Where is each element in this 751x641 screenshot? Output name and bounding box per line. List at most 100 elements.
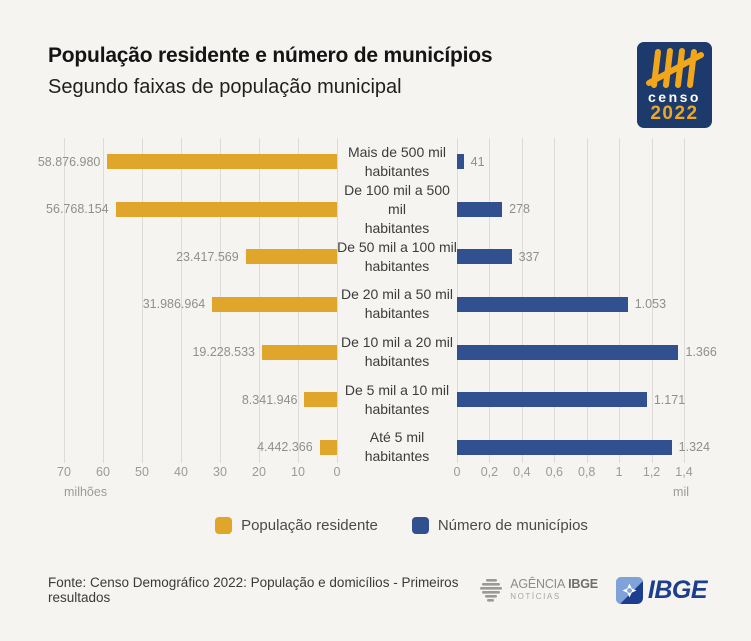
axis-tick: 0,2	[480, 465, 499, 479]
legend: População residente Número de municípios	[0, 517, 751, 534]
municipalities-bar	[457, 249, 512, 265]
value-label: 8.341.946	[241, 392, 298, 407]
bar-row: 337	[457, 233, 684, 281]
value-label: 278	[509, 202, 530, 217]
gridline	[64, 138, 65, 463]
axis-tick: 0,6	[545, 465, 563, 479]
category-label-line: De 20 mil a 50 mil	[340, 286, 454, 303]
gridline	[651, 138, 653, 463]
population-bar	[115, 201, 337, 217]
bar-row: 1.366	[457, 328, 717, 376]
axis-tick: 40	[174, 465, 188, 479]
population-bar	[245, 249, 337, 265]
category-label: Até 5 mil habitantes	[337, 423, 457, 471]
bar-row: 19.228.533	[64, 328, 337, 376]
censo-logo-word: censo	[648, 89, 701, 105]
category-label-line: De 5 mil a 10 mil	[344, 381, 450, 398]
axis-tick: 10	[291, 465, 305, 479]
tally-marks-icon	[645, 48, 704, 88]
value-label: 19.228.533	[192, 345, 256, 360]
bar-row: 58.876.980	[38, 138, 337, 186]
bar-chart: 58.876.980 56.768.154 23.417.569 31.986.964…	[0, 138, 751, 499]
municipalities-bar	[457, 392, 647, 408]
category-label-line: habitantes	[364, 219, 430, 236]
right-axis-unit: mil	[673, 485, 689, 499]
municipalities-bar	[457, 344, 679, 360]
bar-row: 1.324	[457, 423, 710, 471]
bar-row: 41	[457, 138, 684, 186]
category-label-line: Até 5 mil	[369, 429, 425, 446]
bar-row: 31.986.964	[64, 281, 337, 329]
population-bar	[319, 439, 337, 455]
bar-row: 1.171	[457, 376, 686, 424]
category-label: De 20 mil a 50 mil habitantes	[337, 281, 457, 329]
agencia-line1: AGÊNCIA IBGE	[510, 576, 598, 591]
axis-tick: 0	[333, 465, 341, 479]
legend-item-population: População residente	[215, 517, 378, 534]
axis-tick: 0,4	[513, 465, 531, 479]
category-labels: Mais de 500 mil habitantes De 100 mil a 50…	[337, 138, 457, 471]
value-label: 1.053	[634, 297, 667, 312]
axis-tick: 70	[57, 465, 71, 479]
category-label-line: Mais de 500 mil	[347, 143, 447, 160]
bar-row: 56.768.154	[46, 186, 337, 234]
population-bar	[262, 344, 337, 360]
page-subtitle: Segundo faixas de população municipal	[48, 76, 402, 98]
municipalities-bar	[457, 439, 672, 455]
axis-tick: 0	[453, 465, 461, 479]
axis-tick: 50	[135, 465, 149, 479]
bar-row: 1.053	[457, 281, 684, 329]
gridline	[337, 138, 338, 463]
gridline	[103, 138, 104, 463]
value-label: 1.171	[653, 392, 686, 407]
right-axis-ticks: 0 0,2 0,4 0,6 0,8 1 1,2 1,4	[453, 465, 693, 481]
category-label-line: habitantes	[364, 305, 430, 322]
value-label: 1.366	[685, 345, 717, 360]
brazil-map-icon	[480, 579, 503, 602]
category-label-line: habitantes	[364, 448, 430, 465]
population-panel: 58.876.980 56.768.154 23.417.569 31.986.964…	[38, 138, 338, 471]
ibge-emblem-icon	[615, 576, 643, 604]
municipalities-panel: 41 278 337 1.053 1.366 1.171 1.324	[457, 138, 717, 471]
category-label: Mais de 500 mil habitantes	[337, 138, 457, 186]
bar-row: 8.341.946	[64, 376, 337, 424]
value-label: 31.986.964	[142, 297, 206, 312]
page-title: População residente e número de municípi…	[48, 44, 493, 67]
value-label: 4.442.366	[257, 440, 313, 455]
category-label-line: habitantes	[364, 353, 430, 370]
municipalities-bar	[457, 154, 464, 170]
left-axis-unit: milhões	[64, 485, 108, 499]
agencia-logo-text: AGÊNCIA IBGE NOTÍCIAS	[510, 576, 598, 603]
censo-2022-logo: censo 2022	[637, 42, 712, 128]
category-label: De 5 mil a 10 mil habitantes	[337, 376, 457, 424]
population-bar	[107, 154, 337, 170]
gridline	[684, 138, 685, 463]
category-label: De 10 mil a 20 mil habitantes	[337, 328, 457, 376]
category-label-line: habitantes	[364, 162, 430, 179]
legend-label: Número de municípios	[437, 517, 588, 534]
municipalities-bar	[457, 201, 503, 217]
axis-tick: 0,8	[578, 465, 596, 479]
axis-tick: 1,4	[675, 465, 693, 479]
axis-tick: 60	[96, 465, 110, 479]
category-label-line: De 50 mil a 100 mil	[337, 238, 457, 255]
axis-tick: 30	[213, 465, 227, 479]
category-label-line: habitantes	[364, 400, 430, 417]
left-axis-ticks: 70 60 50 40 30 20 10 0	[57, 465, 340, 481]
axis-tick: 1	[615, 465, 623, 479]
agencia-line2: NOTÍCIAS	[510, 591, 561, 601]
population-bar	[212, 296, 337, 312]
censo-logo-year: 2022	[650, 103, 699, 124]
footer: Fonte: Censo Demográfico 2022: População…	[48, 572, 708, 608]
population-swatch	[215, 517, 233, 534]
gridline	[142, 138, 143, 463]
bar-row: 4.442.366	[64, 423, 337, 471]
category-label-line: habitantes	[364, 257, 430, 274]
legend-item-municipalities: Número de municípios	[411, 517, 588, 534]
agencia-ibge-noticias-logo: AGÊNCIA IBGE NOTÍCIAS	[478, 577, 598, 603]
category-label: De 50 mil a 100 mil habitantes	[337, 233, 457, 281]
category-label: De 100 mil a 500 mil habitantes	[337, 182, 457, 236]
category-label-line: De 10 mil a 20 mil	[340, 334, 454, 351]
ibge-logo-text: IBGE	[647, 575, 708, 604]
